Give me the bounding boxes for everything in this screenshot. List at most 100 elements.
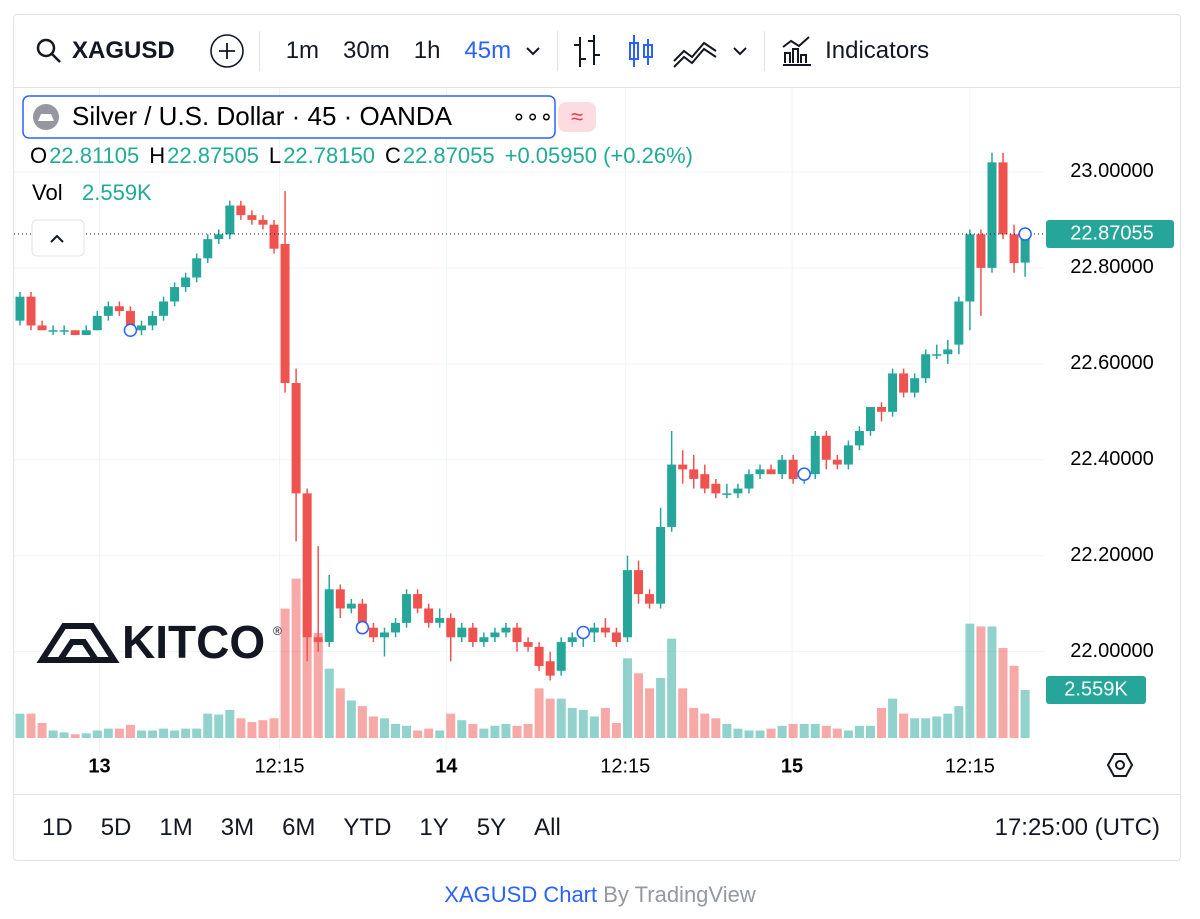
volume-bar	[192, 728, 202, 738]
range-button[interactable]: 6M	[282, 814, 316, 841]
candle-body	[413, 594, 423, 609]
volume-bar	[877, 708, 887, 738]
candle-body	[192, 258, 202, 278]
volume-bar	[125, 724, 135, 738]
volume-bar	[81, 733, 91, 738]
candle-body	[777, 459, 787, 475]
volume-bar	[291, 578, 301, 738]
candle-body	[424, 608, 434, 623]
y-tick-label: 22.00000	[1070, 640, 1153, 662]
volume-bar	[810, 723, 820, 738]
candle-body	[700, 474, 710, 489]
footer-by: By TradingView	[603, 882, 756, 907]
legend-title-box[interactable]	[22, 95, 556, 139]
volume-bar	[159, 728, 169, 738]
volume-bar	[501, 723, 511, 738]
volume-bar	[1020, 690, 1030, 738]
volume-bar	[236, 718, 246, 738]
volume-bar	[899, 713, 909, 738]
volume-bar	[203, 713, 213, 738]
candle-body	[501, 627, 511, 633]
volume-bar	[368, 716, 378, 738]
candle-body	[611, 632, 621, 643]
candle-body	[59, 330, 69, 332]
candle-body	[556, 642, 566, 671]
y-tick-label: 22.20000	[1070, 544, 1153, 566]
search-icon[interactable]	[34, 36, 64, 66]
candle-body	[81, 330, 91, 336]
candle-body	[214, 234, 224, 240]
interval[interactable]: 1m	[285, 37, 320, 64]
chart-type-icons[interactable]	[572, 31, 722, 71]
volume-bar	[391, 723, 401, 738]
range-button[interactable]: 3M	[220, 814, 255, 841]
volume-bar	[843, 730, 853, 738]
candle-body	[125, 311, 135, 331]
symbol[interactable]: XAGUSD	[72, 37, 175, 64]
candle-body	[523, 642, 533, 647]
candle-body	[26, 296, 36, 326]
chevron[interactable]	[523, 41, 543, 61]
change: +0.05950 (+0.26%)	[505, 143, 693, 168]
widget-frame	[13, 14, 1181, 861]
volume-bar	[1009, 665, 1019, 738]
footer-link[interactable]: XAGUSD Chart	[444, 882, 598, 907]
candle-body	[843, 445, 853, 465]
volume-bar	[965, 623, 975, 738]
more-button[interactable]: ∘∘∘	[512, 104, 553, 129]
interval[interactable]: 1h	[413, 37, 441, 64]
candle-body	[92, 315, 102, 331]
volume-bar	[722, 723, 732, 738]
range-button[interactable]: 1M	[159, 814, 193, 841]
volume-label: Vol	[32, 180, 63, 205]
settings-icon[interactable]	[1106, 753, 1134, 777]
candle-body	[888, 373, 898, 412]
range-button[interactable]: 5D	[100, 814, 132, 841]
bottom-toolbar: 1D 5D 1M 3M 6M YTD 1Y 5Y All 17:25:00 (U…	[14, 794, 1180, 861]
interval[interactable]: 45m	[464, 37, 512, 64]
volume-bar	[711, 718, 721, 738]
footer: XAGUSD Chart By TradingView	[0, 882, 1200, 908]
ohlc-value: 22.87505	[167, 143, 259, 168]
candle-body	[170, 287, 180, 302]
range-button[interactable]: 1D	[42, 814, 73, 841]
collapse-icon	[50, 234, 64, 243]
volume-bar	[512, 725, 522, 738]
ohlc-key: L	[269, 143, 281, 168]
indicators[interactable]: Indicators	[825, 37, 930, 64]
volume-bar	[888, 698, 898, 738]
y-tick-label: 23.00000	[1070, 160, 1153, 182]
candle-body	[136, 325, 146, 331]
volume-bar	[656, 678, 666, 738]
y-tick-label: 22.80000	[1070, 256, 1153, 278]
x-tick-label: 12:15	[945, 755, 995, 777]
range-button[interactable]: YTD	[343, 814, 392, 841]
volume-bar	[954, 706, 964, 738]
candle-body	[114, 306, 124, 312]
volume-bar	[854, 725, 864, 738]
volume-bar	[37, 723, 47, 738]
volume-bar	[424, 728, 434, 738]
candle-body	[368, 627, 378, 638]
event-marker	[355, 620, 370, 635]
volume-bar	[921, 718, 931, 738]
candle-body	[656, 526, 666, 604]
candle-body	[1020, 234, 1030, 263]
chevron[interactable]	[730, 41, 750, 61]
compare-badge[interactable]	[558, 102, 596, 132]
interval[interactable]: 30m	[343, 37, 390, 64]
volume-bar	[589, 716, 599, 738]
volume-bar	[755, 730, 765, 738]
volume-bar	[567, 708, 577, 738]
indicators-icon[interactable]	[779, 33, 815, 69]
volume-bar	[457, 720, 467, 738]
compare-button[interactable]	[209, 33, 245, 69]
range-button[interactable]: 5Y	[476, 814, 507, 841]
volume-bar	[545, 698, 555, 738]
range-button[interactable]: All	[534, 814, 561, 841]
candle-body	[159, 301, 169, 316]
range-button[interactable]: 1Y	[419, 814, 449, 841]
intervals: 1m 30m 1h 45m	[274, 37, 523, 65]
ohlc-value: 22.78150	[283, 143, 375, 168]
